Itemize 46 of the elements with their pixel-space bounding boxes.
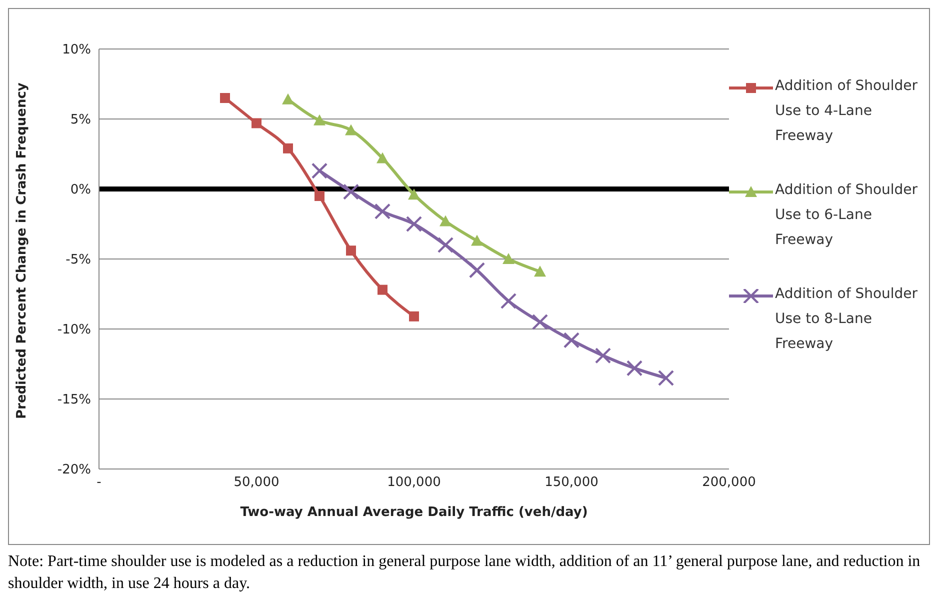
- text: Note: Part-time shoulder use is modeled as a reduction in general purpose lane width, addition of an 11’ general purpose lane, and reduction in shoulder width, in use 24 hours a day.: [8, 552, 922, 594]
- y-tick-label: -20%: [57, 462, 91, 478]
- point: [346, 246, 356, 256]
- y-tick-label: -15%: [57, 392, 91, 408]
- point: [282, 93, 294, 104]
- legend-label: Addition of Shoulder Use to 4-Lane Freeway: [775, 77, 919, 146]
- point: [626, 360, 643, 376]
- point: [252, 118, 262, 128]
- legend-label: Addition of Shoulder Use to 8-Lane Freeway: [775, 285, 919, 354]
- point: [283, 143, 293, 154]
- point: [314, 114, 326, 126]
- point: [502, 253, 514, 264]
- y-tick-label: 5%: [70, 112, 91, 128]
- point: [500, 292, 517, 310]
- x-tick-label: 100,000: [387, 475, 441, 490]
- y-axis-title: Predicted Percent Change in Crash Frequency: [14, 82, 30, 419]
- legend-label: Addition of Shoulder Use to 6-Lane Freeway: [775, 181, 919, 250]
- y-tick-label: 10%: [62, 42, 91, 58]
- point: [440, 215, 452, 226]
- point: [563, 332, 580, 348]
- x-tick-label: -: [96, 475, 102, 490]
- x-tick-label: 200,000: [702, 475, 756, 490]
- point: [437, 236, 454, 254]
- point: [658, 370, 674, 386]
- point: [594, 348, 612, 364]
- point: [376, 152, 388, 164]
- point: [406, 216, 422, 232]
- point: [534, 266, 546, 277]
- point: [468, 262, 486, 278]
- x-axis-title: Two-way Annual Average Daily Traffic (veh/day): [240, 505, 588, 520]
- y-tick-label: 0%: [70, 182, 91, 198]
- x-tick-label: 50,000: [234, 475, 280, 490]
- point: [409, 311, 419, 322]
- point: [532, 314, 548, 330]
- y-tick-label: -10%: [57, 322, 91, 338]
- y-tick-label: -5%: [66, 252, 91, 268]
- point: [345, 124, 357, 136]
- point: [220, 93, 230, 103]
- point: [374, 203, 391, 220]
- point: [378, 284, 388, 295]
- point: [342, 184, 360, 200]
- point: [471, 234, 483, 246]
- x-tick-label: 150,000: [544, 475, 598, 490]
- point: [311, 162, 328, 179]
- point: [314, 191, 324, 201]
- point: [408, 188, 420, 200]
